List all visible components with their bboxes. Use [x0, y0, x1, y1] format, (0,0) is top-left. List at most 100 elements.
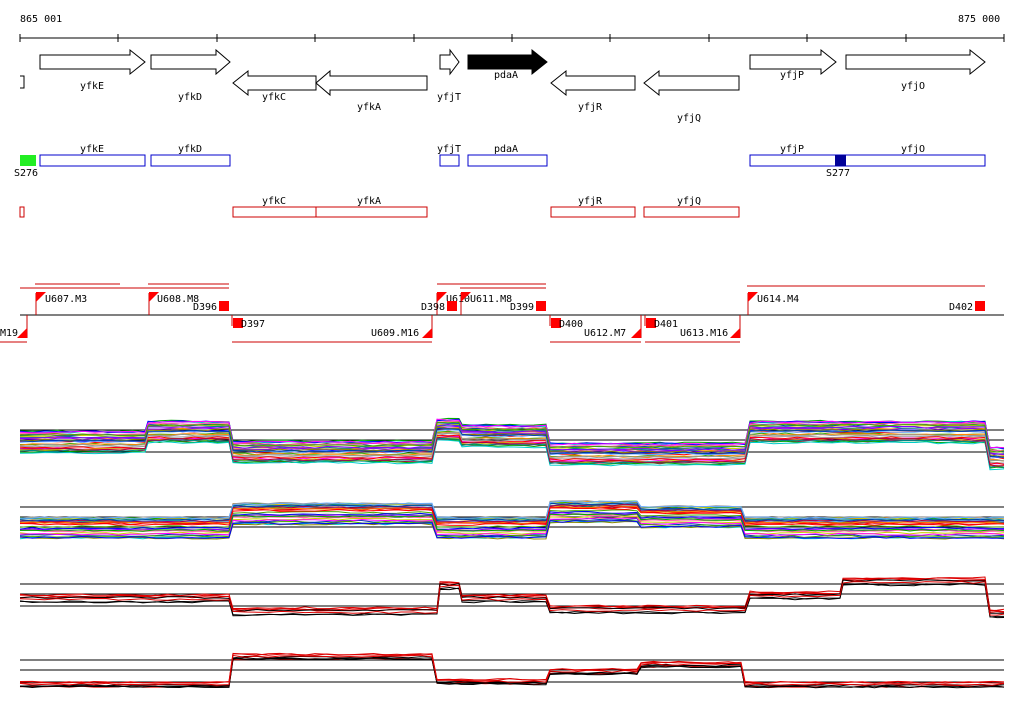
- expression-trace: [19, 520, 1005, 539]
- downshift-label-D396: D396: [193, 302, 217, 313]
- expression-trace: [19, 583, 1005, 619]
- upshift-flag[interactable]: [437, 292, 447, 302]
- transcript-box-yfjQ[interactable]: [643, 206, 740, 218]
- transcript-label-yfkA: yfkA: [357, 196, 381, 207]
- expression-trace: [19, 428, 1005, 459]
- expression-trace: [19, 505, 1005, 525]
- upshift-flag[interactable]: [730, 328, 740, 338]
- expression-trace: [19, 502, 1005, 522]
- plus-transcript-track: S276 yfkE yfkD yfjT pdaA yfjP yfjO S277: [14, 144, 986, 179]
- expression-trace: [19, 657, 1005, 689]
- transcript-box-pdaA[interactable]: [467, 154, 548, 167]
- upshift-label-U614: U614.M4: [757, 294, 799, 305]
- gene-track: yfkE yfkD yfjT pdaA yfjP yfjO yfkC yfkA …: [20, 48, 986, 124]
- expression-traces: [19, 417, 1005, 689]
- expression-trace: [19, 657, 1005, 689]
- gene-arrow-yfkA[interactable]: [315, 69, 428, 97]
- coord-end-label: 875 000: [958, 14, 1000, 25]
- site-label-S276: S276: [14, 168, 38, 179]
- upshift-label-M19: M19: [0, 328, 18, 339]
- upshift-label-U607: U607.M3: [45, 294, 87, 305]
- upshift-label-U608: U608.M8: [157, 294, 199, 305]
- transcript-label-yfjT: yfjT: [437, 144, 461, 155]
- upshift-flag[interactable]: [748, 292, 758, 302]
- downshift-marker[interactable]: [975, 301, 985, 311]
- expression-trace: [19, 519, 1005, 538]
- downshift-marker[interactable]: [551, 318, 561, 328]
- downshift-label-D399: D399: [510, 302, 534, 313]
- transcript-label-yfjP: yfjP: [780, 144, 804, 155]
- gene-arrow-pdaA[interactable]: [467, 48, 548, 76]
- transcript-label-pdaA: pdaA: [494, 144, 518, 155]
- gene-arrow-yfkD[interactable]: [150, 48, 231, 76]
- gene-label-yfkE: yfkE: [80, 81, 104, 92]
- expression-trace: [19, 513, 1005, 532]
- downshift-label-D402: D402: [949, 302, 973, 313]
- gene-label-yfkD: yfkD: [178, 92, 202, 103]
- transcript-box-yfkC[interactable]: [232, 206, 317, 218]
- expression-trace: [19, 418, 1005, 449]
- minus-transcript-track: yfkC yfkA yfjR yfjQ: [19, 196, 740, 218]
- downshift-label-D397: D397: [241, 319, 265, 330]
- transcript-box-yfjT[interactable]: [439, 154, 460, 167]
- expression-trace: [19, 517, 1005, 537]
- gene-arrow-yfjT[interactable]: [439, 48, 460, 76]
- expression-trace: [19, 579, 1004, 614]
- upshift-label-U611: U611.M8: [470, 294, 512, 305]
- upshift-flag[interactable]: [36, 292, 46, 302]
- expression-trace: [19, 423, 1005, 455]
- transcript-box-yfjP[interactable]: [749, 154, 837, 167]
- site-marker-S276[interactable]: [20, 155, 36, 166]
- gene-arrow-yfjP[interactable]: [749, 48, 837, 76]
- downshift-marker[interactable]: [233, 318, 243, 328]
- downshift-marker[interactable]: [447, 301, 457, 311]
- expression-trace: [19, 435, 1005, 467]
- downshift-marker[interactable]: [646, 318, 656, 328]
- site-marker-S277[interactable]: [835, 155, 846, 166]
- downshift-marker[interactable]: [536, 301, 546, 311]
- gene-label-pdaA: pdaA: [494, 70, 518, 81]
- segmentation-track: U607.M3 U608.M8 U610 U611.M8 U614.M4 D39…: [0, 283, 1004, 343]
- gene-fragment-left: [20, 75, 25, 89]
- expression-trace: [19, 652, 1005, 684]
- downshift-label-D400: D400: [559, 319, 583, 330]
- gene-arrow-yfkE[interactable]: [39, 48, 146, 76]
- expression-trace: [19, 500, 1005, 520]
- transcript-box-yfkA[interactable]: [315, 206, 428, 218]
- coord-start-label: 865 001: [20, 14, 62, 25]
- gene-label-yfjR: yfjR: [578, 102, 603, 113]
- expression-trace: [19, 510, 1005, 530]
- upshift-flag[interactable]: [631, 328, 641, 338]
- upshift-flag[interactable]: [149, 292, 159, 302]
- gene-arrow-yfjO[interactable]: [845, 48, 986, 76]
- downshift-label-D398: D398: [421, 302, 445, 313]
- transcript-box-yfkE[interactable]: [39, 154, 146, 167]
- upper-connectors: [35, 293, 749, 315]
- expression-trace: [19, 507, 1005, 526]
- coordinate-ruler: 865 001 875 000: [19, 14, 1005, 42]
- gene-arrow-yfjQ[interactable]: [643, 69, 740, 97]
- upshift-flag[interactable]: [422, 328, 432, 338]
- expression-trace: [19, 654, 1005, 686]
- transcript-box-yfkD[interactable]: [150, 154, 231, 167]
- transcript-box-yfjO[interactable]: [835, 154, 986, 167]
- expression-trace: [19, 439, 1005, 471]
- upshift-label-U613: U613.M16: [680, 328, 728, 339]
- gene-arrow-yfjR[interactable]: [550, 69, 636, 97]
- expression-reference-lines: [20, 429, 1004, 683]
- expression-trace: [19, 421, 1005, 453]
- downshift-marker[interactable]: [219, 301, 229, 311]
- upshift-label-U612: U612.M7: [584, 328, 626, 339]
- gene-arrow-yfkC[interactable]: [232, 69, 317, 97]
- upshift-label-U609: U609.M16: [371, 328, 419, 339]
- transcript-label-yfjQ: yfjQ: [677, 196, 701, 207]
- expression-tracks: [19, 417, 1005, 689]
- expression-trace: [19, 577, 1005, 613]
- upshift-flag[interactable]: [17, 328, 27, 338]
- transcript-box-yfjR[interactable]: [550, 206, 636, 218]
- expression-trace: [19, 434, 1005, 465]
- upshift-flag[interactable]: [461, 292, 471, 302]
- gene-label-yfjO: yfjO: [901, 81, 925, 92]
- transcript-label-yfjO: yfjO: [901, 144, 925, 155]
